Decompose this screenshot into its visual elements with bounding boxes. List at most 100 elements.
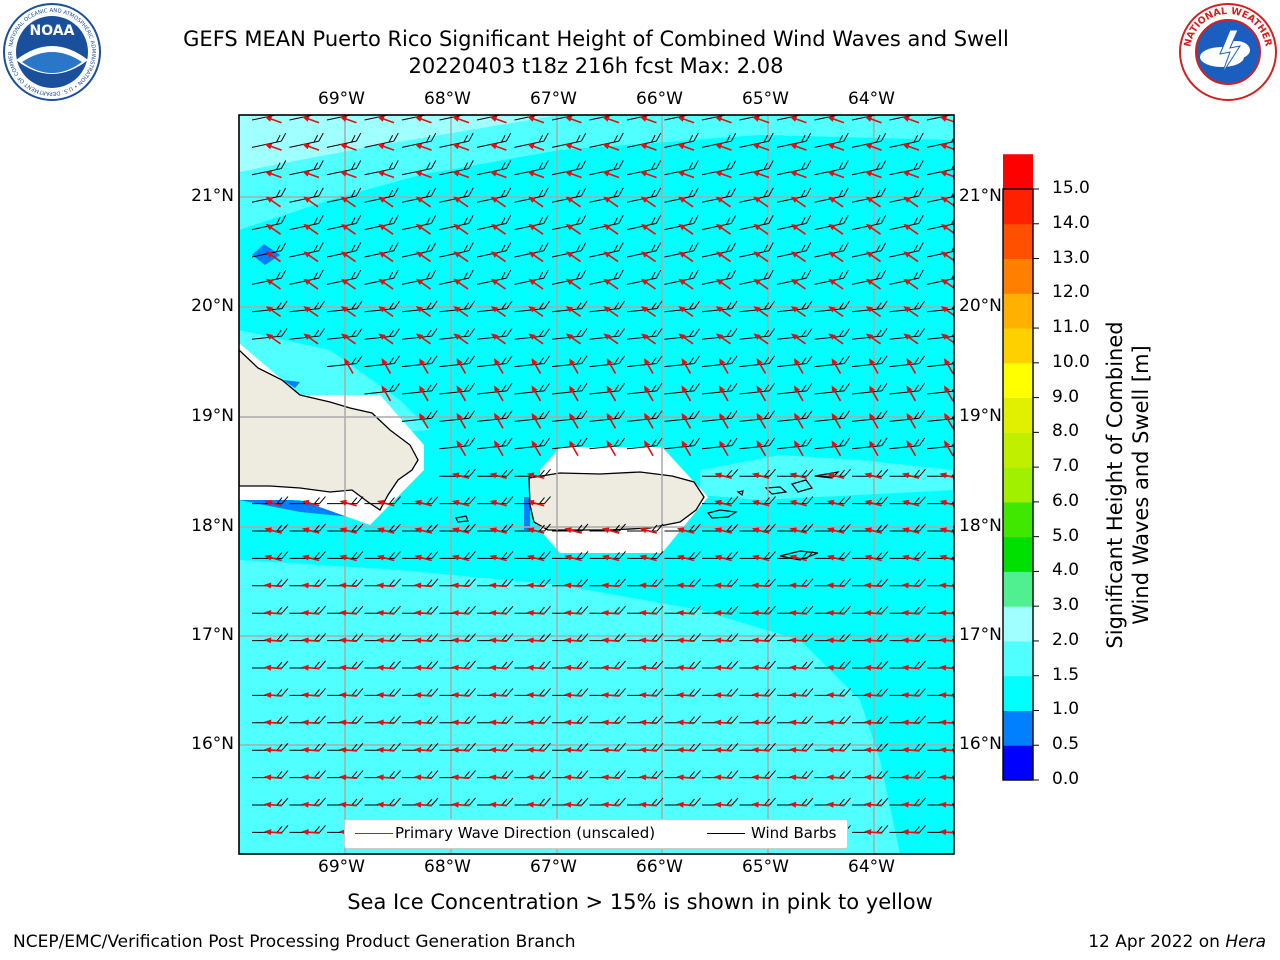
wind-barb <box>851 328 888 340</box>
wave-arrow <box>452 143 470 151</box>
wave-arrow <box>639 116 657 124</box>
wave-arrow <box>489 527 507 534</box>
wave-arrow <box>864 527 882 534</box>
wind-barb <box>514 328 550 340</box>
wave-arrow <box>564 170 582 179</box>
wave-arrow <box>603 333 619 345</box>
wave-arrow <box>864 829 883 836</box>
wave-arrow <box>752 143 770 151</box>
wave-arrow <box>340 196 357 208</box>
wind-barb <box>551 355 588 368</box>
wave-arrow <box>906 385 917 402</box>
wind-barb <box>814 215 849 231</box>
wind-barb <box>514 187 549 203</box>
wave-arrow <box>751 499 770 507</box>
wave-arrow <box>676 774 695 781</box>
colorbar-tick-label: 7.0 <box>1052 456 1080 477</box>
wave-arrow <box>340 251 357 263</box>
wave-arrow <box>494 357 504 374</box>
wave-arrow <box>526 554 545 562</box>
wind-barb <box>739 437 775 450</box>
wave-arrow <box>828 306 844 318</box>
wave-arrow <box>639 774 658 781</box>
wave-arrow <box>414 582 433 589</box>
wave-arrow <box>489 170 507 179</box>
wave-arrow <box>339 170 357 179</box>
wave-arrow <box>339 664 358 671</box>
wind-barb <box>664 242 699 258</box>
wind-barb <box>739 242 774 258</box>
wave-arrow <box>302 170 320 179</box>
wave-arrow <box>565 306 582 318</box>
wave-arrow <box>676 637 695 644</box>
wind-barb <box>401 269 437 285</box>
wave-arrow <box>640 196 657 208</box>
wave-arrow <box>751 801 770 808</box>
wind-barb <box>589 410 625 422</box>
wind-barb <box>514 269 549 285</box>
wave-arrow <box>939 554 954 562</box>
wave-arrow <box>714 746 733 753</box>
wave-arrow <box>569 440 579 457</box>
wind-barb <box>326 215 362 231</box>
wave-arrow <box>528 306 544 318</box>
wave-arrow <box>826 664 845 671</box>
wave-arrow <box>565 251 582 263</box>
wave-arrow <box>603 251 619 263</box>
wind-barb <box>589 215 624 231</box>
wave-arrow <box>676 719 695 726</box>
wave-arrow <box>526 801 545 808</box>
colorbar-segment <box>1003 328 1033 364</box>
wave-arrow <box>826 746 845 753</box>
wave-arrow <box>264 801 283 808</box>
wind-barb <box>776 382 813 395</box>
wave-arrow <box>452 116 470 124</box>
wave-arrow <box>489 554 507 562</box>
wave-arrow <box>378 306 394 318</box>
wave-arrow <box>526 637 545 644</box>
colorbar-segment <box>1003 432 1033 468</box>
colorbar-tick-label: 0.5 <box>1052 734 1080 755</box>
colorbar-tick-label: 11.0 <box>1052 317 1090 338</box>
wave-arrow <box>378 278 394 290</box>
lat-label: 17°N <box>191 625 234 645</box>
wave-arrow <box>678 223 694 235</box>
wave-arrow <box>640 278 657 290</box>
wind-barb <box>701 187 737 203</box>
wave-arrow <box>339 582 358 589</box>
wave-arrow <box>639 719 658 726</box>
wave-arrow <box>944 385 954 402</box>
wave-arrow <box>864 801 883 808</box>
wave-arrow <box>376 527 395 534</box>
wave-arrow <box>865 306 882 318</box>
wave-arrow <box>376 692 395 699</box>
wind-barb <box>626 187 662 203</box>
lat-label: 16°N <box>959 734 1002 754</box>
wave-arrow <box>715 278 732 290</box>
wind-barb <box>551 437 588 450</box>
wave-arrow <box>378 333 394 345</box>
wave-arrow <box>677 170 695 179</box>
wave-arrow <box>602 170 620 179</box>
wind-barb <box>476 410 513 422</box>
wave-arrow <box>901 719 920 726</box>
wind-barb <box>476 355 513 368</box>
wave-arrow <box>340 278 357 290</box>
map-gridlines <box>239 115 954 854</box>
wave-arrow <box>789 664 808 671</box>
wave-arrow <box>939 746 954 753</box>
wind-barb <box>814 355 850 368</box>
wave-arrow <box>601 801 620 808</box>
wave-arrow <box>714 664 733 671</box>
wave-arrow <box>415 306 432 318</box>
wind-barb <box>551 242 587 258</box>
wave-arrow <box>903 196 919 208</box>
wind-barb <box>814 437 850 450</box>
wave-arrow <box>376 746 395 753</box>
wave-arrow <box>301 719 320 726</box>
wave-arrow <box>864 664 883 671</box>
wave-arrow <box>376 664 395 671</box>
wind-barb <box>439 215 474 231</box>
wave-arrow <box>301 554 320 562</box>
wind-barb <box>476 187 512 203</box>
